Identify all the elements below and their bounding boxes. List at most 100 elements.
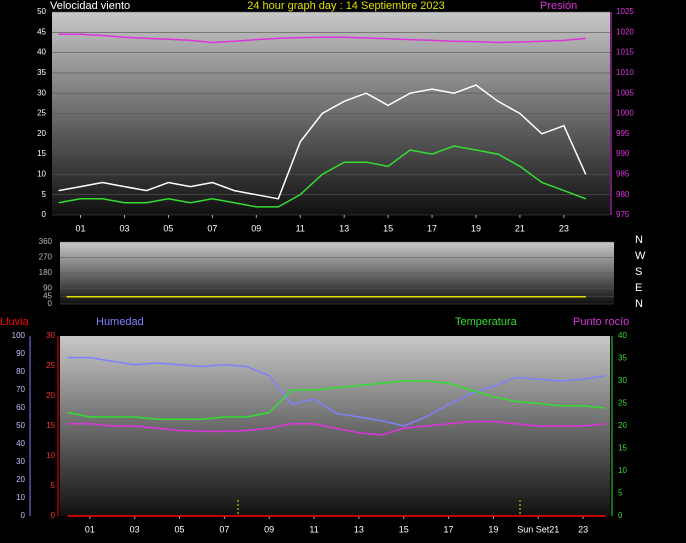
x-tick-label: 07 <box>219 524 229 534</box>
x-tick-label: 09 <box>251 223 261 233</box>
y-tick-label: 10 <box>37 170 46 179</box>
y3-tick-label: 0 <box>21 511 26 520</box>
series-line <box>58 84 587 200</box>
x-tick-label: 11 <box>309 524 318 534</box>
chart-title: 24 hour graph day : 14 Septiembre 2023 <box>247 0 445 12</box>
series-line <box>67 356 606 427</box>
x-tick-label: 01 <box>85 524 95 534</box>
x-tick-label: 03 <box>119 223 129 233</box>
x-tick-label: 19 <box>488 524 498 534</box>
x-tick-label: Sun Set21 <box>517 524 559 534</box>
y-tick-label: 0 <box>42 210 47 219</box>
y2-tick-label: 25 <box>618 399 627 408</box>
x-tick-label: 15 <box>399 524 409 534</box>
y2-tick-label: 1005 <box>616 88 634 97</box>
series-line <box>58 145 587 208</box>
direction-label: N <box>635 298 643 310</box>
y-tick-label: 25 <box>46 361 55 370</box>
y3-tick-label: 20 <box>16 475 25 484</box>
y-tick-label: 50 <box>37 7 46 16</box>
y-tick-label: 15 <box>46 421 55 430</box>
y-tick-label: 180 <box>39 268 53 277</box>
y-tick-label: 5 <box>51 481 56 490</box>
series-line <box>67 420 606 436</box>
y-tick-label: 90 <box>43 284 52 293</box>
x-tick-label: 13 <box>354 524 364 534</box>
y-tick-label: 30 <box>37 88 46 97</box>
direction-label: W <box>635 250 646 262</box>
plot-area <box>60 336 610 516</box>
legend-rain: Lluvia <box>0 316 30 328</box>
y3-tick-label: 40 <box>16 439 25 448</box>
x-tick-label: 17 <box>427 223 437 233</box>
series-line <box>67 380 606 421</box>
pressure-label: Presión <box>540 0 577 12</box>
y2-tick-label: 40 <box>618 331 627 340</box>
y-tick-label: 35 <box>37 68 46 77</box>
y3-tick-label: 90 <box>16 349 25 358</box>
x-tick-label: 17 <box>444 524 454 534</box>
y-tick-label: 0 <box>48 299 53 308</box>
direction-label: S <box>635 266 642 278</box>
y-tick-label: 360 <box>39 237 53 246</box>
y-tick-label: 0 <box>51 511 56 520</box>
y2-tick-label: 30 <box>618 376 627 385</box>
y-tick-label: 45 <box>43 291 52 300</box>
y-tick-label: 20 <box>46 391 55 400</box>
y2-tick-label: 15 <box>618 444 627 453</box>
y3-tick-label: 80 <box>16 367 25 376</box>
direction-label: N <box>635 234 643 246</box>
y2-tick-label: 975 <box>616 210 630 219</box>
y-tick-label: 5 <box>42 190 47 199</box>
y-tick-label: 20 <box>37 129 46 138</box>
x-tick-label: 19 <box>471 223 481 233</box>
x-tick-label: 05 <box>174 524 184 534</box>
y2-tick-label: 1000 <box>616 109 634 118</box>
y2-tick-label: 1020 <box>616 27 634 36</box>
x-tick-label: 01 <box>76 223 86 233</box>
x-tick-label: 23 <box>578 524 588 534</box>
y-tick-label: 270 <box>39 253 53 262</box>
y-tick-label: 10 <box>46 451 55 460</box>
y2-tick-label: 985 <box>616 170 630 179</box>
y-tick-label: 25 <box>37 109 46 118</box>
y2-tick-label: 990 <box>616 149 630 158</box>
y2-tick-label: 0 <box>618 511 623 520</box>
y3-tick-label: 60 <box>16 403 25 412</box>
y2-tick-label: 20 <box>618 421 627 430</box>
y3-tick-label: 50 <box>16 421 25 430</box>
y3-tick-label: 10 <box>16 493 25 502</box>
legend-humidity: Humedad <box>96 316 144 328</box>
y2-tick-label: 1015 <box>616 48 634 57</box>
y2-tick-label: 995 <box>616 129 630 138</box>
x-tick-label: 07 <box>207 223 217 233</box>
x-tick-label: 13 <box>339 223 349 233</box>
y-tick-label: 45 <box>37 27 46 36</box>
x-tick-label: 03 <box>130 524 140 534</box>
y3-tick-label: 30 <box>16 457 25 466</box>
x-tick-label: 15 <box>383 223 393 233</box>
x-tick-label: 09 <box>264 524 274 534</box>
y2-tick-label: 35 <box>618 354 627 363</box>
legend-temperature: Temperatura <box>455 316 518 328</box>
y2-tick-label: 10 <box>618 466 627 475</box>
y-tick-label: 30 <box>46 331 55 340</box>
x-tick-label: 05 <box>163 223 173 233</box>
x-tick-label: 21 <box>515 223 525 233</box>
x-tick-label: 23 <box>559 223 569 233</box>
y2-tick-label: 1025 <box>616 7 634 16</box>
legend-dew-point: Punto rocío <box>573 316 629 328</box>
y3-tick-label: 100 <box>12 331 26 340</box>
y-tick-label: 15 <box>37 149 46 158</box>
y2-tick-label: 1010 <box>616 68 634 77</box>
y2-tick-label: 5 <box>618 489 623 498</box>
y-tick-label: 40 <box>37 48 46 57</box>
y2-tick-label: 980 <box>616 190 630 199</box>
wind-label: Velocidad viento <box>50 0 130 12</box>
series-line <box>58 33 586 44</box>
direction-label: E <box>635 282 642 294</box>
plots: 0510152025303540455097598098599099510001… <box>12 7 635 534</box>
y3-tick-label: 70 <box>16 385 25 394</box>
x-tick-label: 11 <box>296 223 305 233</box>
